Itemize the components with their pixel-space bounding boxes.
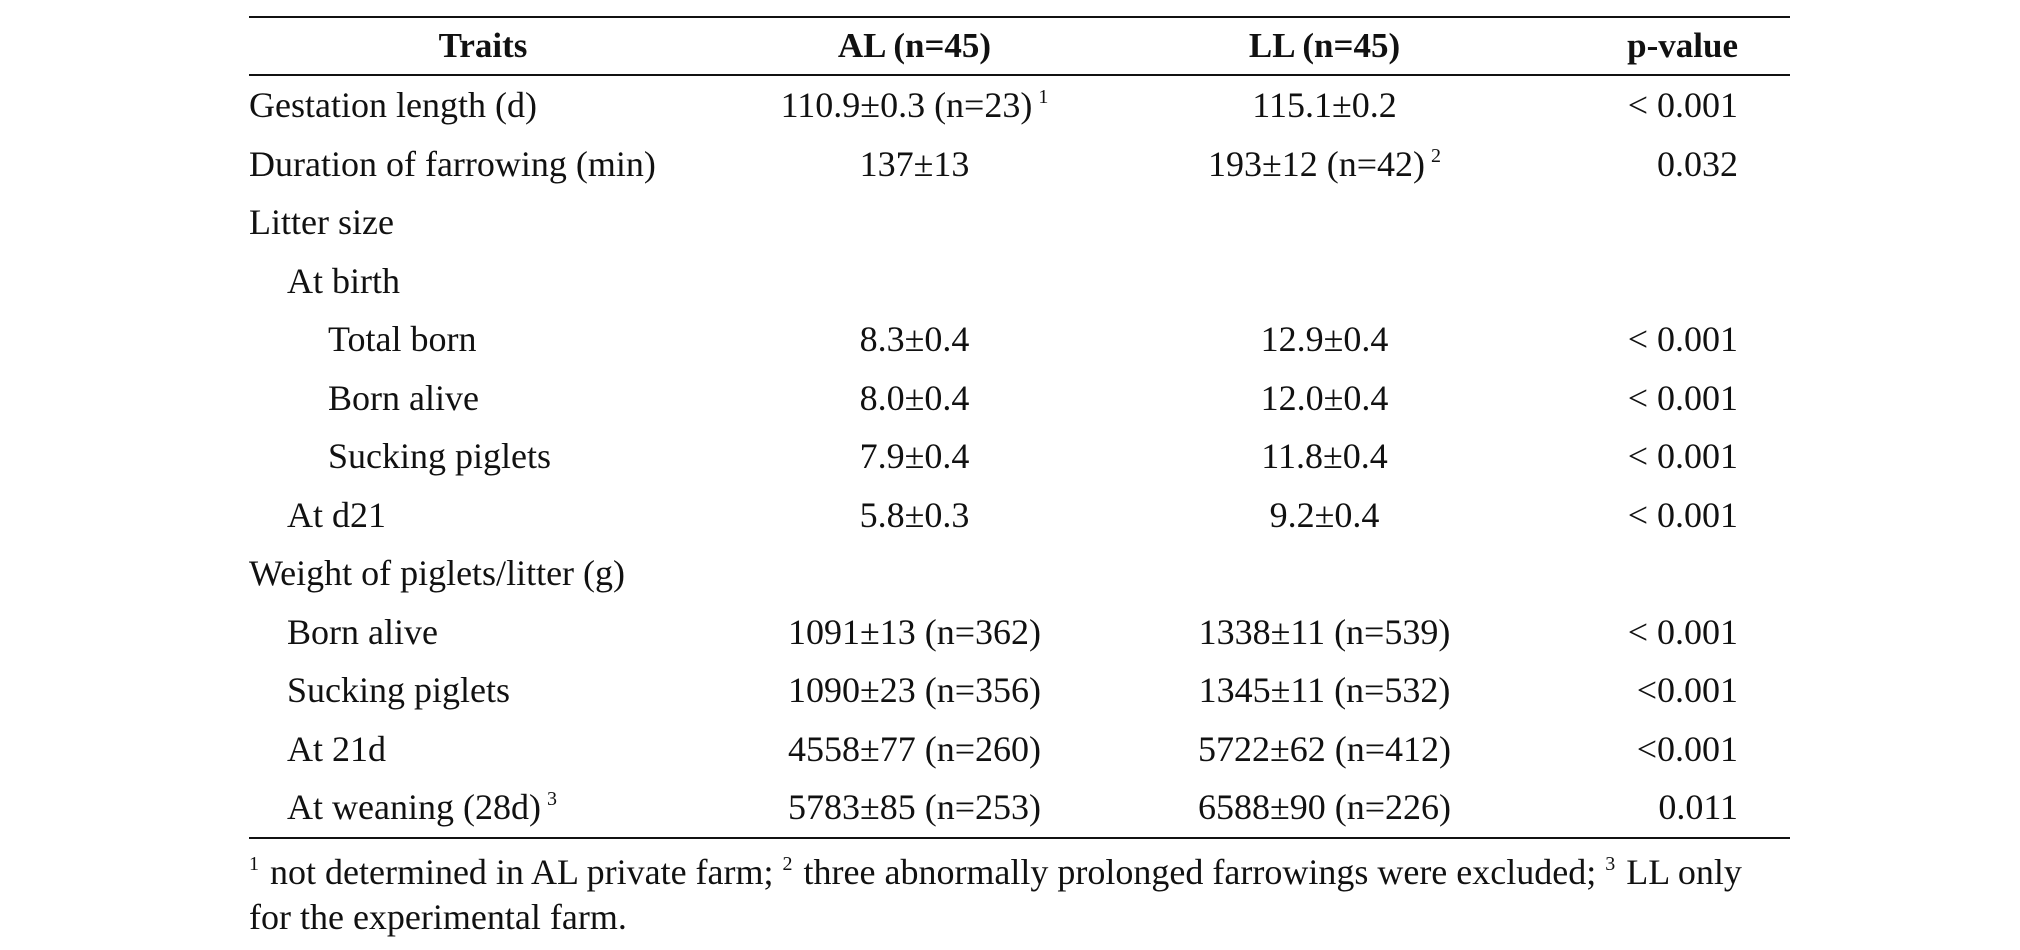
table-row: Litter size — [249, 193, 1790, 252]
trait-cell: Duration of farrowing (min) — [249, 143, 656, 184]
p-value-cell: <0.001 — [1636, 728, 1738, 769]
trait-cell: At d21 — [287, 494, 386, 535]
table-row: Born alive 1091±13 (n=362) 1338±11 (n=53… — [249, 603, 1790, 662]
table-row: Born alive 8.0±0.4 12.0±0.4 < 0.001 — [249, 369, 1790, 428]
footnote-text: LL only for the experimental farm. — [249, 852, 1742, 937]
trait-cell: Sucking piglets — [287, 670, 510, 711]
ll-cell — [1112, 544, 1537, 603]
ll-cell: 9.2±0.4 — [1269, 494, 1380, 535]
footnote-marker: 3 — [546, 788, 557, 811]
al-value: 110.9±0.3 (n=23) — [780, 85, 1033, 126]
header-ll: LL (n=45) — [1248, 26, 1401, 65]
al-cell — [717, 544, 1112, 603]
p-value-cell: < 0.001 — [1627, 319, 1738, 360]
p-value-cell — [1537, 193, 1790, 252]
table-row: Total born 8.3±0.4 12.9±0.4 < 0.001 — [249, 310, 1790, 369]
al-cell: 5783±85 (n=253) — [787, 787, 1042, 828]
al-cell: 110.9±0.3 (n=23) 1 — [717, 75, 1112, 135]
trait-cell: Born alive — [287, 611, 438, 652]
ll-cell — [1112, 193, 1537, 252]
al-cell — [717, 252, 1112, 311]
al-cell: 1090±23 (n=356) — [787, 670, 1042, 711]
trait-label: At weaning (28d) — [287, 787, 541, 828]
data-table: Traits AL (n=45) LL (n=45) p-value Gesta… — [249, 16, 1790, 839]
p-value-cell: < 0.001 — [1627, 494, 1738, 535]
footnote-text: three abnormally prolonged farrowings we… — [794, 852, 1606, 892]
p-value-cell: < 0.001 — [1627, 436, 1738, 477]
al-cell: 4558±77 (n=260) — [787, 728, 1042, 769]
al-cell — [717, 193, 1112, 252]
footnote-text: not determined in AL private farm; — [261, 852, 783, 892]
table-row: At d21 5.8±0.3 9.2±0.4 < 0.001 — [249, 486, 1790, 545]
trait-cell: At birth — [287, 260, 400, 301]
footnote-marker: 1 — [1038, 86, 1049, 109]
table-row: Gestation length (d) 110.9±0.3 (n=23) 1 1… — [249, 75, 1790, 135]
p-value-cell: <0.001 — [1636, 670, 1738, 711]
ll-cell: 11.8±0.4 — [1261, 436, 1388, 477]
al-cell: 8.0±0.4 — [859, 377, 970, 418]
data-table-container: Traits AL (n=45) LL (n=45) p-value Gesta… — [249, 16, 1790, 839]
header-al: AL (n=45) — [837, 26, 992, 65]
table-row: At weaning (28d) 3 5783±85 (n=253) 6588±9… — [249, 778, 1790, 838]
ll-cell — [1112, 252, 1537, 311]
table-row: Sucking piglets 1090±23 (n=356) 1345±11 … — [249, 661, 1790, 720]
p-value-cell — [1537, 544, 1790, 603]
table-footnote: 1 not determined in AL private farm; 2 t… — [249, 850, 1790, 940]
p-value-cell: < 0.001 — [1627, 611, 1738, 652]
ll-cell: 12.9±0.4 — [1260, 319, 1389, 360]
ll-value: 193±12 (n=42) — [1207, 143, 1426, 184]
ll-cell: 12.0±0.4 — [1260, 377, 1389, 418]
trait-cell: Litter size — [249, 202, 394, 243]
p-value-cell: < 0.001 — [1627, 377, 1738, 418]
table-row: Sucking piglets 7.9±0.4 11.8±0.4 < 0.001 — [249, 427, 1790, 486]
ll-cell: 6588±90 (n=226) — [1197, 787, 1452, 828]
ll-cell: 5722±62 (n=412) — [1197, 728, 1452, 769]
header-p-value: p-value — [1627, 26, 1738, 65]
trait-cell: Sucking piglets — [328, 436, 551, 477]
p-value-cell — [1537, 252, 1790, 311]
footnote-marker: 2 — [782, 853, 793, 875]
trait-cell: Born alive — [328, 377, 479, 418]
header-traits: Traits — [438, 26, 528, 65]
footnote-marker: 3 — [1605, 853, 1616, 875]
trait-cell: Gestation length (d) — [249, 85, 537, 126]
table-header-row: Traits AL (n=45) LL (n=45) p-value — [249, 17, 1790, 75]
trait-cell: At 21d — [287, 728, 386, 769]
table-row: At 21d 4558±77 (n=260) 5722±62 (n=412) <… — [249, 720, 1790, 779]
al-cell: 7.9±0.4 — [859, 436, 970, 477]
ll-cell: 1338±11 (n=539) — [1198, 611, 1451, 652]
ll-cell: 115.1±0.2 — [1252, 85, 1397, 126]
footnote-marker: 2 — [1431, 144, 1442, 167]
table-row: Weight of piglets/litter (g) — [249, 544, 1790, 603]
trait-cell: Weight of piglets/litter (g) — [249, 553, 626, 594]
al-cell: 137±13 — [859, 143, 970, 184]
al-cell: 1091±13 (n=362) — [787, 611, 1042, 652]
al-cell: 8.3±0.4 — [859, 319, 970, 360]
table-row: Duration of farrowing (min) 137±13 193±1… — [249, 135, 1790, 194]
ll-cell: 193±12 (n=42) 2 — [1112, 135, 1537, 194]
p-value-cell: 0.011 — [1658, 787, 1738, 828]
table-row: At birth — [249, 252, 1790, 311]
p-value-cell: 0.032 — [1657, 143, 1738, 184]
al-cell: 5.8±0.3 — [859, 494, 970, 535]
p-value-cell: < 0.001 — [1627, 85, 1738, 126]
footnote-marker: 1 — [249, 853, 259, 875]
trait-cell: At weaning (28d) 3 — [249, 778, 717, 838]
trait-cell: Total born — [328, 319, 477, 360]
ll-cell: 1345±11 (n=532) — [1198, 670, 1451, 711]
